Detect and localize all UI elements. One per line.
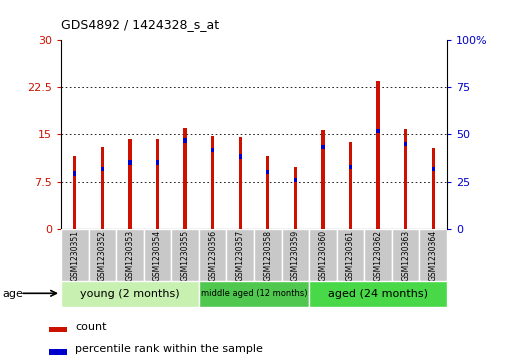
Bar <box>171 229 199 281</box>
Text: GSM1230361: GSM1230361 <box>346 230 355 281</box>
Text: GSM1230355: GSM1230355 <box>180 230 189 281</box>
Bar <box>128 160 132 165</box>
Bar <box>239 154 242 159</box>
Bar <box>337 229 364 281</box>
Bar <box>199 229 227 281</box>
Bar <box>294 178 297 183</box>
Text: middle aged (12 months): middle aged (12 months) <box>201 289 307 298</box>
Text: GSM1230358: GSM1230358 <box>263 230 272 281</box>
Bar <box>294 167 297 229</box>
Bar <box>309 229 337 281</box>
Text: aged (24 months): aged (24 months) <box>328 289 428 299</box>
Text: GSM1230364: GSM1230364 <box>429 230 438 281</box>
Text: GSM1230353: GSM1230353 <box>125 230 135 281</box>
Bar <box>156 160 159 165</box>
Bar <box>227 229 254 281</box>
Bar <box>61 281 199 307</box>
Bar <box>88 229 116 281</box>
Bar <box>266 156 269 229</box>
Bar <box>49 327 67 332</box>
Text: GSM1230363: GSM1230363 <box>401 230 410 281</box>
Text: GSM1230356: GSM1230356 <box>208 230 217 281</box>
Text: percentile rank within the sample: percentile rank within the sample <box>75 344 263 354</box>
Bar <box>156 139 159 229</box>
Text: GSM1230351: GSM1230351 <box>70 230 79 281</box>
Bar <box>349 143 352 229</box>
Bar <box>281 229 309 281</box>
Bar <box>309 281 447 307</box>
Bar <box>49 349 67 355</box>
Text: GSM1230357: GSM1230357 <box>236 230 245 281</box>
Text: GSM1230362: GSM1230362 <box>373 230 383 281</box>
Bar <box>432 148 435 229</box>
Bar <box>420 229 447 281</box>
Bar <box>321 145 325 149</box>
Bar <box>101 167 104 171</box>
Bar <box>211 136 214 229</box>
Bar <box>239 138 242 229</box>
Text: age: age <box>3 289 23 299</box>
Text: count: count <box>75 322 107 332</box>
Bar <box>376 81 380 229</box>
Bar <box>404 129 407 229</box>
Text: GSM1230359: GSM1230359 <box>291 230 300 281</box>
Text: GSM1230352: GSM1230352 <box>98 230 107 281</box>
Bar <box>404 142 407 146</box>
Bar <box>101 147 104 229</box>
Bar <box>73 171 76 176</box>
Bar <box>364 229 392 281</box>
Text: young (2 months): young (2 months) <box>80 289 180 299</box>
Bar <box>116 229 144 281</box>
Bar <box>349 165 352 169</box>
Bar <box>183 128 187 229</box>
Bar <box>61 229 88 281</box>
Bar <box>183 138 187 143</box>
Bar <box>392 229 420 281</box>
Text: GSM1230360: GSM1230360 <box>319 230 328 281</box>
Text: GDS4892 / 1424328_s_at: GDS4892 / 1424328_s_at <box>61 18 219 31</box>
Bar <box>128 139 132 229</box>
Bar <box>321 130 325 229</box>
Bar <box>266 170 269 174</box>
Bar <box>376 129 380 133</box>
Bar <box>73 156 76 229</box>
Text: GSM1230354: GSM1230354 <box>153 230 162 281</box>
Bar <box>254 229 281 281</box>
Bar <box>211 148 214 152</box>
Bar <box>144 229 171 281</box>
Bar <box>199 281 309 307</box>
Bar <box>432 167 435 171</box>
